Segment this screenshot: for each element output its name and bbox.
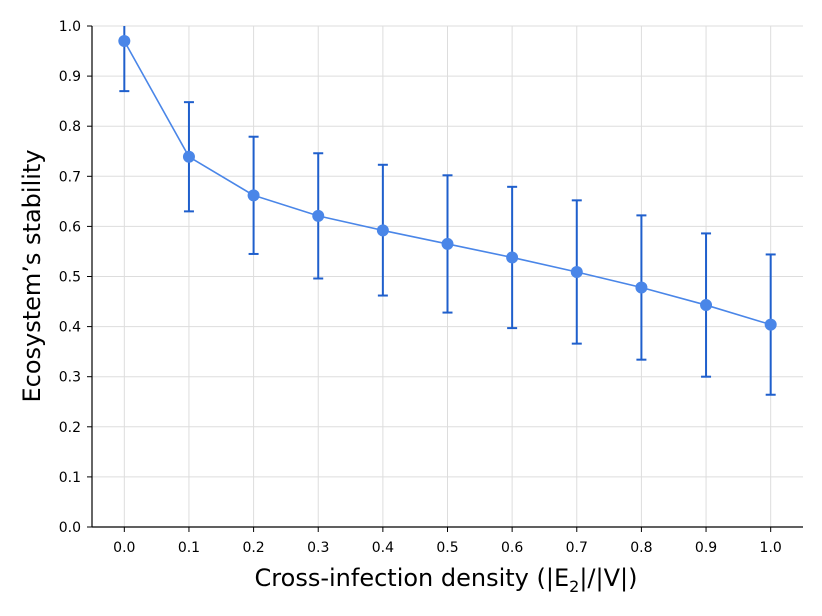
- data-points: [118, 35, 777, 331]
- y-tick-label: 0.9: [59, 69, 81, 85]
- y-tick-label: 0.0: [59, 520, 81, 536]
- y-tick-label: 0.2: [59, 420, 81, 436]
- x-tick-label: 0.6: [501, 540, 523, 556]
- y-tick-label: 1.0: [59, 19, 81, 35]
- y-tick-label: 0.3: [59, 370, 81, 386]
- x-tick-label: 0.0: [113, 540, 135, 556]
- x-tick-label: 0.5: [436, 540, 458, 556]
- data-point: [247, 189, 260, 202]
- x-tick-label: 0.3: [307, 540, 329, 556]
- x-axis-title-tail: |/|V|): [579, 564, 637, 592]
- data-point: [312, 209, 325, 222]
- axes: [87, 25, 803, 532]
- x-tick-label: 0.9: [695, 540, 717, 556]
- data-point: [376, 224, 389, 237]
- tick-labels: 0.0 0.1 0.2 0.3 0.4 0.5 0.6 0.7 0.8 0.9 1.0 0.0 0.1 0…: [59, 19, 782, 556]
- x-tick-label: 0.4: [372, 540, 394, 556]
- x-tick-label: 0.2: [242, 540, 264, 556]
- data-point: [764, 318, 777, 331]
- data-point: [570, 265, 583, 278]
- x-tick-label: 0.7: [566, 540, 588, 556]
- x-tick-label: 0.1: [178, 540, 200, 556]
- data-point: [441, 237, 454, 250]
- data-point: [182, 150, 195, 163]
- x-axis-title-main: Cross-infection density (|E: [255, 564, 570, 592]
- y-tick-label: 0.1: [59, 470, 81, 486]
- x-tick-label: 0.8: [630, 540, 652, 556]
- y-tick-label: 0.6: [59, 219, 81, 235]
- x-axis-title-subscript: 2: [569, 577, 579, 596]
- y-tick-label: 0.4: [59, 320, 81, 336]
- data-point: [700, 299, 713, 312]
- data-point: [118, 35, 131, 48]
- y-tick-label: 0.8: [59, 119, 81, 135]
- x-axis-title: Cross-infection density (|E2|/|V|): [255, 564, 638, 596]
- data-point: [635, 281, 648, 294]
- y-axis-title: Ecosystem’s stability: [18, 149, 46, 402]
- x-tick-label: 1.0: [760, 540, 782, 556]
- y-tick-label: 0.7: [59, 169, 81, 185]
- data-point: [506, 251, 519, 264]
- y-tick-label: 0.5: [59, 270, 81, 286]
